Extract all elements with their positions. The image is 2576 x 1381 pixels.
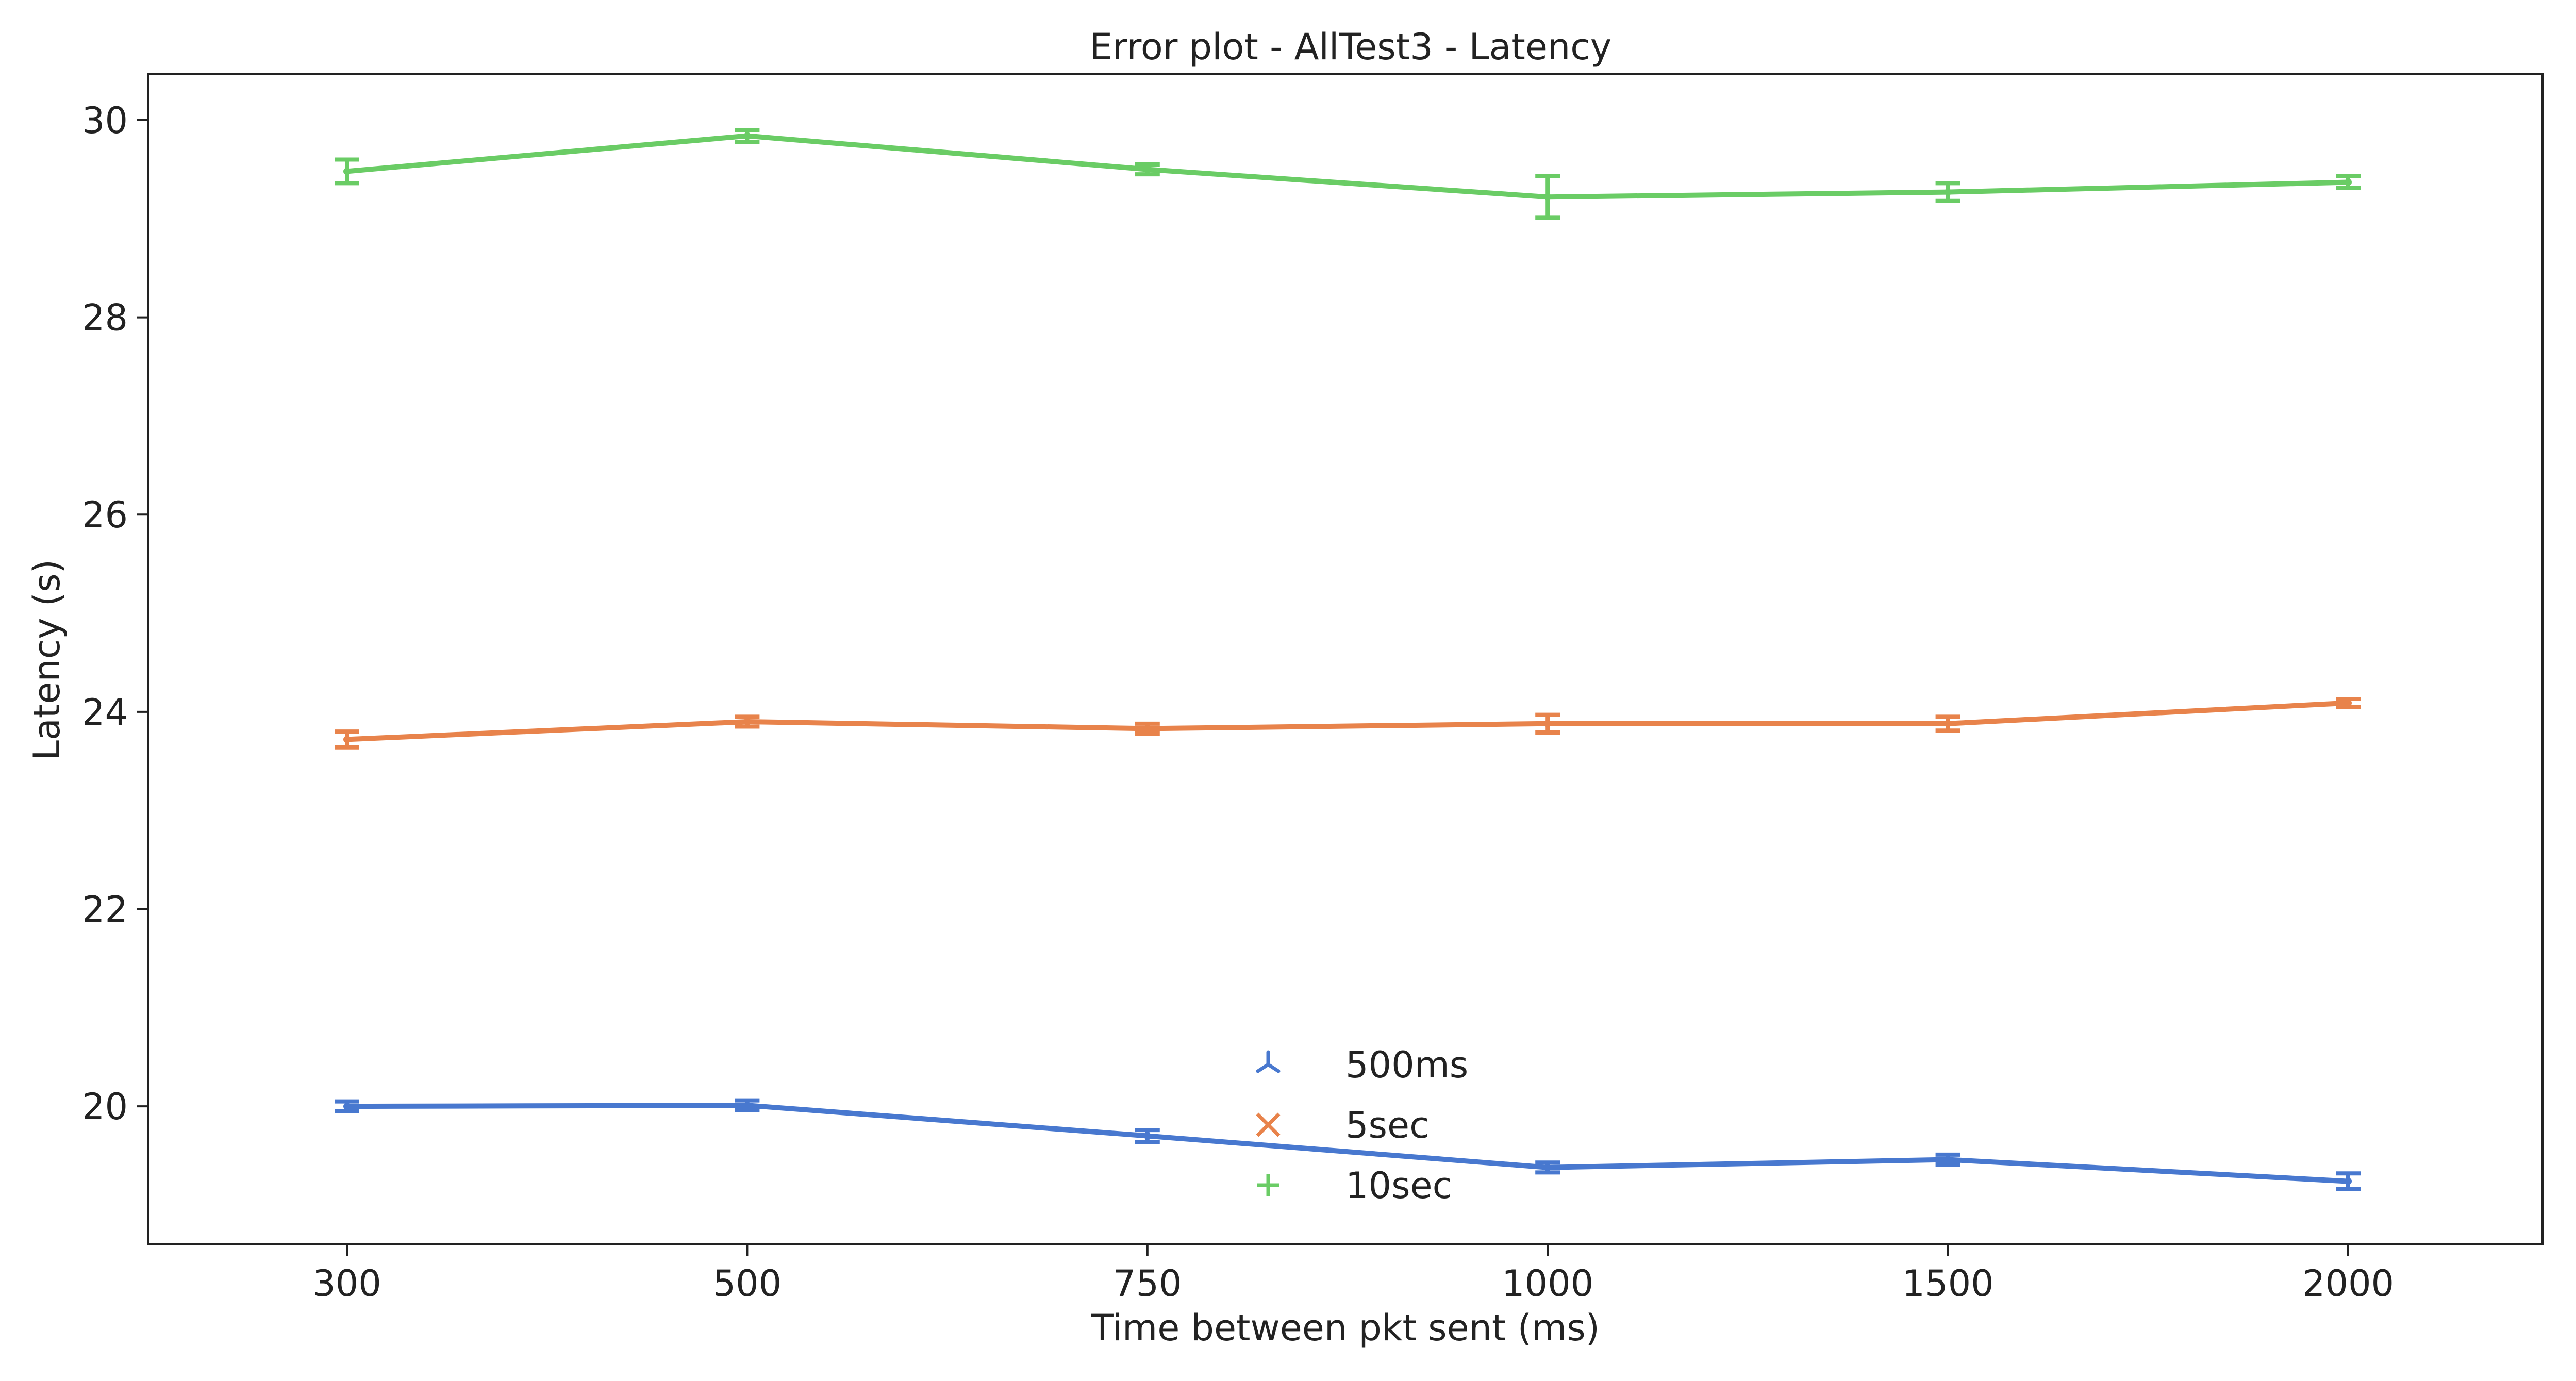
error-bar (2336, 1171, 2361, 1191)
tri_down-icon (1256, 1050, 1281, 1073)
chart-title: Error plot - AllTest3 - Latency (1090, 26, 1611, 68)
y-tick-label: 30 (82, 99, 128, 142)
legend-item: 500ms (1256, 1044, 1468, 1086)
series-layer (335, 128, 2361, 1191)
data-point (1143, 725, 1151, 733)
error-bar (2336, 696, 2361, 709)
y-tick-label: 28 (82, 297, 128, 339)
error-bar (1135, 721, 1160, 736)
y-tick-label: 24 (82, 691, 128, 734)
series-line (344, 700, 2351, 742)
data-point (743, 132, 751, 140)
error-bar (1135, 1128, 1160, 1144)
data-point (343, 1103, 351, 1110)
error-bar (335, 157, 359, 186)
legend-label: 10sec (1345, 1164, 1452, 1207)
y-axis: 20 22 24 26 28 30 (82, 99, 148, 1128)
legend: 500ms 5sec 10sec (1256, 1044, 1468, 1207)
data-point (1143, 1132, 1151, 1140)
data-point (1544, 193, 1552, 201)
x-axis: 300 500 750 1000 1500 2000 (312, 1244, 2394, 1305)
series-line (344, 133, 2351, 200)
legend-label: 500ms (1345, 1044, 1468, 1086)
error-bar (735, 128, 760, 144)
y-axis-label: Latency (s) (26, 559, 68, 760)
error-bar (1535, 1160, 1560, 1175)
x-tick-label: 300 (312, 1262, 381, 1305)
error-bar (1535, 174, 1560, 220)
error-bar (335, 729, 359, 750)
error-bar (735, 714, 760, 729)
legend-item: 10sec (1257, 1164, 1452, 1207)
legend-item: 5sec (1256, 1104, 1430, 1146)
x-tick-label: 750 (1113, 1262, 1182, 1305)
series-line (344, 1103, 2351, 1184)
x-icon (1256, 1112, 1281, 1137)
x-tick-label: 500 (713, 1262, 782, 1305)
series-5sec (335, 696, 2361, 750)
x-tick-label: 1000 (1502, 1262, 1593, 1305)
data-point (2345, 178, 2352, 186)
y-tick-label: 20 (82, 1086, 128, 1128)
error-bar (1935, 714, 1960, 733)
series-10sec (335, 128, 2361, 220)
legend-label: 5sec (1345, 1104, 1430, 1146)
data-point (343, 168, 351, 175)
error-bar (735, 1098, 760, 1112)
x-axis-label: Time between pkt sent (ms) (1091, 1307, 1600, 1349)
data-point (2345, 699, 2352, 707)
data-point (343, 736, 351, 743)
x-tick-label: 2000 (2302, 1262, 2394, 1305)
y-tick-label: 22 (82, 889, 128, 931)
error-bar (1935, 181, 1960, 203)
plot-frame (147, 73, 2544, 1245)
x-tick-label: 1500 (1902, 1262, 1994, 1305)
error-bar (335, 1099, 359, 1113)
data-point (1944, 720, 1952, 727)
data-point (1544, 1163, 1552, 1171)
error-bar (1535, 712, 1560, 735)
y-tick-label: 26 (82, 494, 128, 536)
data-point (743, 1102, 751, 1109)
data-point (1544, 720, 1552, 727)
error-bar (2336, 174, 2361, 190)
plus-icon (1257, 1174, 1279, 1196)
data-point (1143, 165, 1151, 173)
data-point (1944, 188, 1952, 196)
error-bar (1135, 162, 1160, 177)
data-point (1944, 1156, 1952, 1163)
data-point (743, 718, 751, 725)
series-500ms (335, 1098, 2361, 1191)
data-point (2345, 1177, 2352, 1185)
error-bar (1935, 1152, 1960, 1167)
